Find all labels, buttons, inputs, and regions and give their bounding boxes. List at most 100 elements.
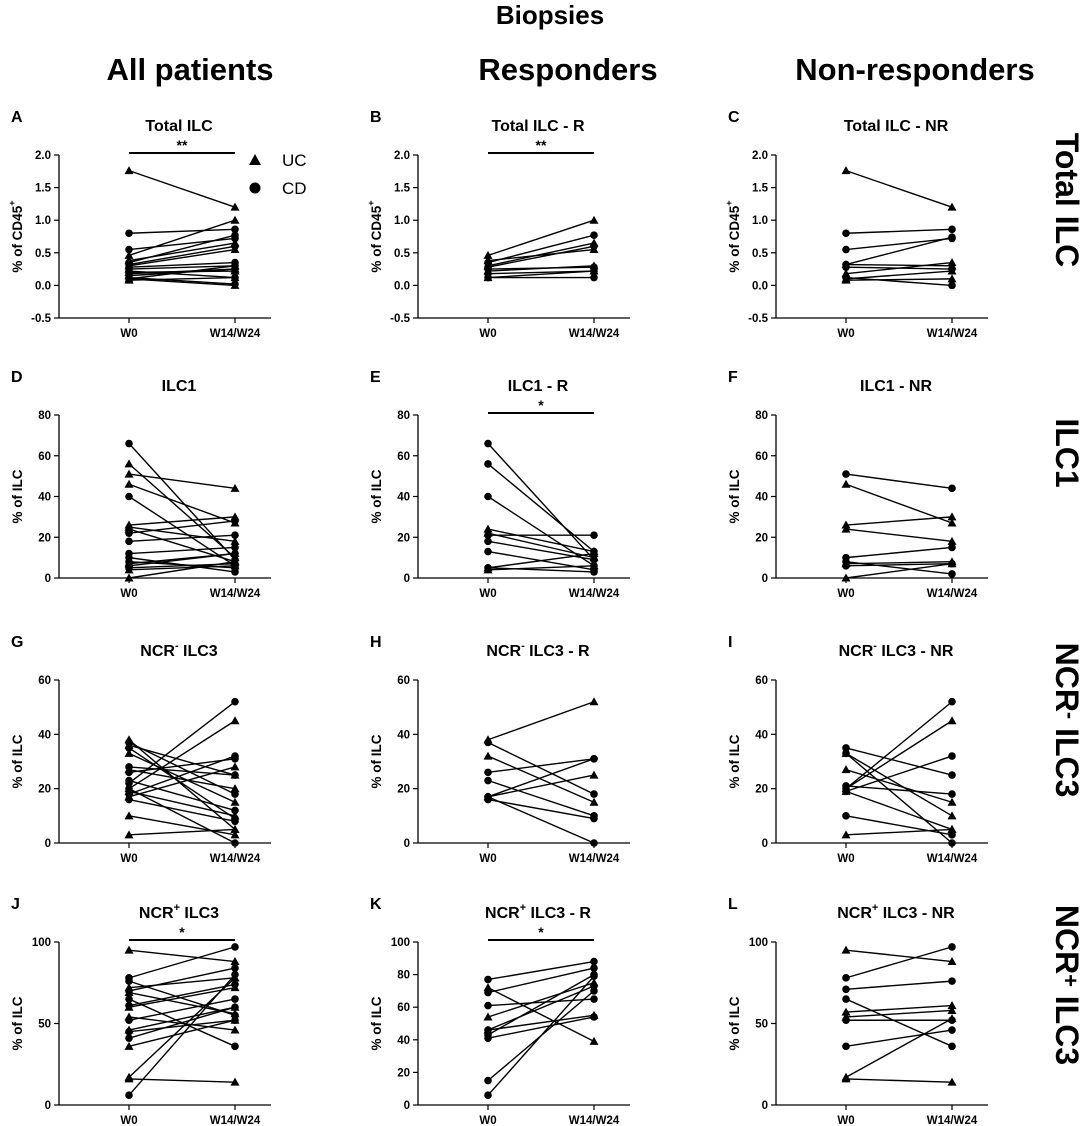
series-line [128, 520, 236, 534]
data-point-uc [841, 524, 851, 533]
series-line [487, 796, 595, 844]
significance-label-e: * [538, 397, 544, 413]
data-point-uc [589, 797, 599, 806]
row-header-3: NCR- ILC3 [1049, 643, 1084, 798]
data-point-uc [483, 524, 493, 533]
series-line [845, 473, 953, 490]
panel-title-d: ILC1 [162, 378, 197, 395]
significance-label-b: ** [536, 137, 547, 153]
series-line [128, 276, 236, 281]
data-point-cd [948, 839, 956, 847]
data-point-cd [842, 787, 850, 796]
series-line [487, 758, 595, 774]
row-header-1: Total ILC [1049, 133, 1084, 268]
significance-label-a: ** [177, 137, 188, 153]
series-line [128, 986, 236, 1008]
data-point-cd [948, 265, 956, 273]
series-l-1 [841, 945, 957, 966]
series-a-2 [124, 215, 240, 259]
data-point-cd [231, 242, 239, 251]
y-tick-label-l: 0 [762, 1100, 768, 1112]
y-tick-label-f: 80 [755, 410, 768, 422]
data-point-cd [125, 1091, 133, 1100]
x-tick-label-c: W14/W24 [927, 328, 978, 340]
data-point-cd [484, 975, 492, 984]
data-point-cd [231, 697, 239, 706]
x-tick-label-c: W0 [837, 328, 854, 340]
series-g-15 [125, 697, 239, 788]
series-line [128, 720, 236, 790]
data-point-cd [125, 229, 133, 238]
series-line [487, 266, 595, 270]
y-tick-label-d: 40 [38, 492, 51, 504]
data-point-cd [590, 242, 598, 251]
y-tick-label-k: 20 [397, 1067, 410, 1079]
data-point-cd [590, 957, 598, 966]
y-tick-label-c: 0.5 [752, 248, 769, 260]
series-line [487, 242, 595, 267]
y-tick-label-e: 40 [397, 492, 410, 504]
series-i-7 [842, 697, 956, 793]
panel-title-j-post: ILC3 [180, 905, 219, 922]
data-point-cd [842, 995, 850, 1003]
series-l-6 [842, 943, 956, 982]
series-line [128, 561, 236, 569]
series-line [128, 261, 236, 268]
data-point-uc [841, 479, 851, 488]
y-label-g: % of ILC [10, 734, 25, 788]
data-point-uc [230, 824, 240, 833]
series-c-9 [842, 263, 956, 273]
data-point-uc [947, 797, 957, 806]
x-tick-label-e: W0 [479, 588, 496, 600]
series-e-11 [484, 564, 598, 576]
data-point-cd [948, 943, 956, 951]
y-tick-label-c: 2.0 [752, 150, 768, 162]
panel-title-b: Total ILC - R [491, 118, 584, 135]
series-line [487, 245, 595, 268]
panel-title-l-post: ILC3 - NR [878, 905, 955, 922]
series-line [128, 701, 236, 784]
data-point-uc [124, 469, 134, 478]
series-j-14 [125, 980, 239, 1010]
data-point-cd [231, 273, 239, 282]
data-point-cd [948, 831, 956, 839]
series-line [845, 998, 953, 1047]
column-header-all-patients: All patients [106, 52, 273, 87]
series-line [128, 1019, 236, 1047]
data-point-uc [230, 784, 240, 793]
data-point-cd [484, 738, 492, 747]
legend: UC CD [249, 151, 307, 198]
data-point-cd [590, 1013, 598, 1021]
data-point-uc [230, 1025, 240, 1034]
series-line [487, 987, 595, 1043]
row-header-3-sup: - [1058, 712, 1083, 719]
series-line [487, 443, 595, 561]
series-f-8 [842, 557, 956, 578]
series-line [128, 1006, 236, 1039]
series-line [128, 265, 236, 280]
data-point-cd [948, 1042, 956, 1051]
series-d-12 [125, 517, 239, 537]
series-j-15 [125, 995, 239, 1025]
panel-title-l-sup: + [872, 902, 878, 914]
y-tick-label-j: 50 [38, 1019, 51, 1031]
data-point-cd [231, 517, 239, 525]
x-tick-label-d: W0 [120, 588, 137, 600]
y-tick-label-j: 100 [32, 937, 51, 949]
series-line [487, 540, 595, 561]
x-tick-label-a: W0 [120, 328, 137, 340]
series-h-1 [483, 697, 599, 744]
panel-title-j: NCR+ ILC3 [139, 902, 219, 922]
series-line [128, 798, 236, 822]
row-header-4-text: NCR [1049, 905, 1084, 974]
data-point-cd [231, 1016, 239, 1025]
x-tick-label-l: W14/W24 [927, 1115, 978, 1126]
series-line [128, 1019, 236, 1033]
data-point-cd [590, 568, 598, 576]
data-point-cd [125, 1027, 133, 1036]
y-tick-label-e: 0 [404, 573, 410, 585]
series-line [128, 755, 236, 795]
series-g-16 [125, 752, 239, 798]
y-tick-label-i: 20 [755, 784, 768, 796]
